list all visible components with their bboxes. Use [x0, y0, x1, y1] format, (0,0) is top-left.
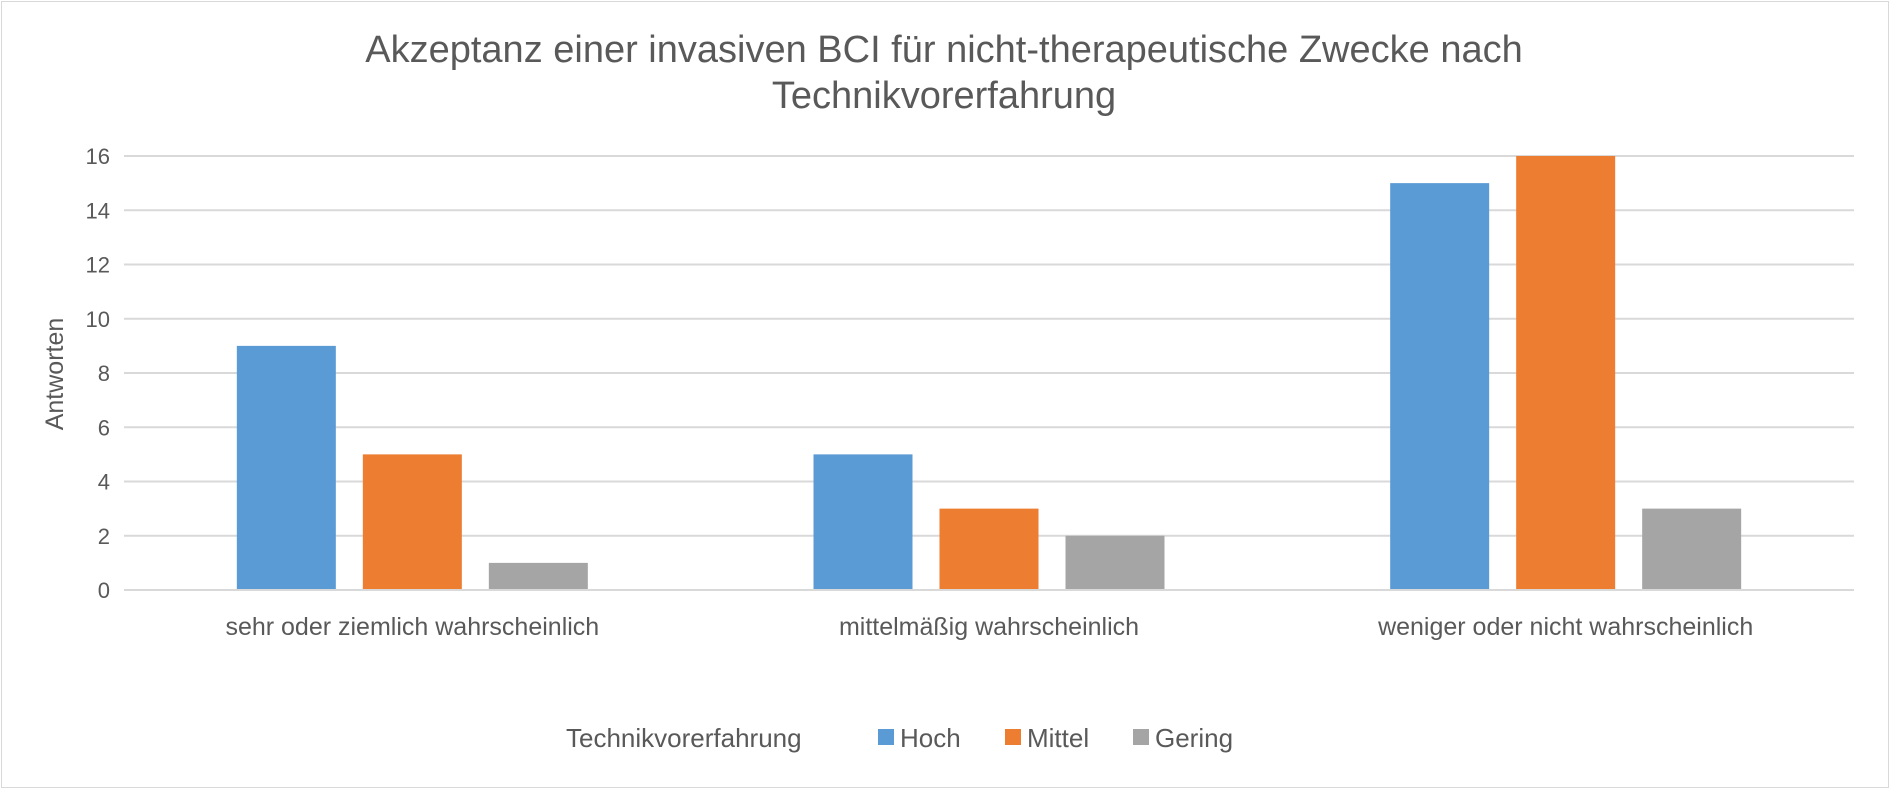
bar-mittel-3 — [1516, 156, 1616, 590]
y-tick-label: 12 — [86, 253, 110, 278]
legend-swatch-hoch — [878, 729, 894, 745]
legend-swatch-gering — [1133, 729, 1149, 745]
bar-hoch-1 — [236, 345, 336, 590]
y-tick-label: 16 — [86, 144, 110, 169]
x-category-label: weniger oder nicht wahrscheinlich — [1377, 613, 1753, 641]
chart-title-line-2: Technikvorerfahrung — [772, 75, 1116, 117]
legend-swatch-mittel — [1005, 729, 1021, 745]
bar-hoch-2 — [813, 454, 913, 590]
chart-title: Akzeptanz einer invasiven BCI für nicht-… — [365, 29, 1522, 117]
y-tick-label: 4 — [98, 470, 110, 495]
y-axis-title: Antworten — [41, 318, 69, 431]
x-axis-categories: sehr oder ziemlich wahrscheinlich mittelm… — [225, 613, 1753, 641]
bar-mittel-1 — [362, 454, 462, 590]
legend: Technikvorerfahrung Hoch Mittel Gering — [566, 723, 1233, 753]
y-tick-label: 10 — [86, 307, 110, 332]
y-tick-label: 2 — [98, 524, 110, 549]
y-tick-label: 6 — [98, 415, 110, 440]
legend-label-hoch: Hoch — [900, 723, 961, 753]
legend-label-gering: Gering — [1155, 723, 1233, 753]
bar-mittel-2 — [939, 508, 1039, 590]
y-tick-label: 14 — [86, 198, 110, 223]
chart-title-line-1: Akzeptanz einer invasiven BCI für nicht-… — [365, 29, 1522, 71]
legend-title: Technikvorerfahrung — [566, 723, 802, 753]
y-tick-label: 0 — [98, 578, 110, 603]
bar-hoch-3 — [1390, 183, 1490, 590]
bars — [124, 156, 1854, 591]
x-category-label: mittelmäßig wahrscheinlich — [839, 613, 1139, 641]
x-category-label: sehr oder ziemlich wahrscheinlich — [225, 613, 599, 641]
y-tick-label: 8 — [98, 361, 110, 386]
bar-gering-3 — [1642, 508, 1742, 590]
legend-label-mittel: Mittel — [1027, 723, 1089, 753]
y-axis-ticks: 0 2 4 6 8 10 12 14 16 — [86, 144, 110, 603]
bar-gering-1 — [488, 562, 588, 590]
bar-gering-2 — [1065, 535, 1165, 590]
